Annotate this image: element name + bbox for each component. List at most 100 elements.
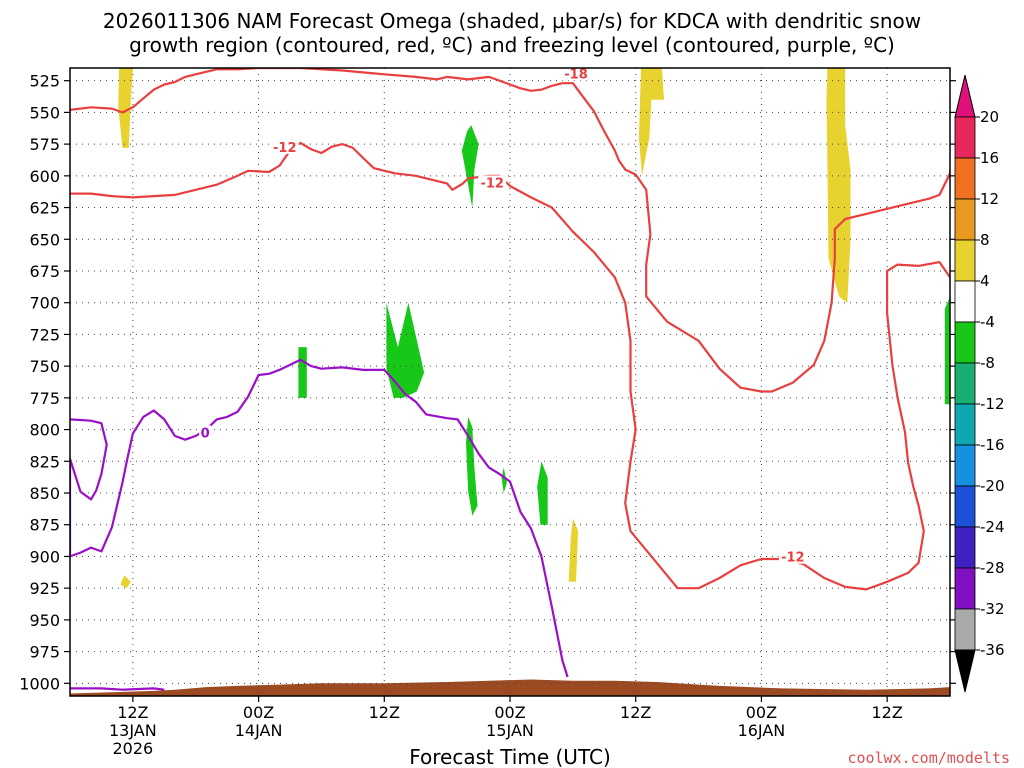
omega-region-7 [386, 302, 425, 398]
y-tick-label: 550 [29, 103, 60, 122]
omega-region-4 [568, 518, 579, 582]
y-tick-label: 700 [29, 294, 60, 313]
colorbar-swatch [954, 526, 976, 569]
colorbar-label: -32 [980, 600, 1005, 618]
y-tick-label: 675 [29, 262, 60, 281]
y-tick-label: 950 [29, 611, 60, 630]
x-tick-label: 12Z [620, 703, 651, 722]
colorbar-swatch [954, 116, 976, 159]
grid [70, 68, 950, 696]
contour-label-4: 0 [201, 426, 210, 441]
contour-label-bg [199, 425, 212, 440]
omega-region-8 [466, 416, 478, 516]
contour-label-2: -12 [480, 176, 504, 191]
omega-region-6 [298, 347, 307, 398]
contour-label-bg [478, 175, 507, 190]
colorbar-label: -20 [980, 477, 1005, 495]
contour-line-3 [70, 687, 165, 691]
y-axis: 525 550 575 600 625 650 675 700 725 750 775 800 825 8… [19, 72, 956, 693]
omega-region-5 [461, 125, 479, 208]
colorbar-label: -4 [980, 313, 995, 331]
y-tick-label: 850 [29, 484, 60, 503]
colorbar-swatch [954, 157, 976, 200]
y-tick-label: 900 [29, 547, 60, 566]
terrain-fill [70, 679, 950, 696]
colorbar-label: -24 [980, 518, 1005, 536]
x-tick-label: 00Z [494, 703, 525, 722]
contour-line-2 [70, 358, 569, 678]
colorbar-swatch [954, 403, 976, 446]
contour-label-bg [270, 139, 299, 154]
contours [70, 68, 950, 691]
colorbar-label: -28 [980, 559, 1005, 577]
watermark: coolwx.com/modelts [847, 749, 1010, 767]
y-tick-label: 525 [29, 72, 60, 91]
colorbar-swatch [954, 239, 976, 282]
contour-label-0: -18 [564, 67, 588, 82]
y-tick-label: 625 [29, 199, 60, 218]
chart-title-line-2: growth region (contoured, red, ºC) and f… [129, 33, 895, 57]
contour-labels: -18 -12 -12 -12 0 [199, 66, 807, 566]
colorbar-label: -16 [980, 436, 1005, 454]
omega-region-11 [944, 296, 950, 405]
x-tick-label: 00Z [243, 703, 274, 722]
y-tick-label: 600 [29, 167, 60, 186]
colorbar-swatch [954, 444, 976, 487]
colorbar-swatch [954, 362, 976, 405]
y-tick-label: 875 [29, 516, 60, 535]
y-tick-label: 725 [29, 325, 60, 344]
contour-label-1: -12 [273, 141, 297, 156]
contour-label-bg [778, 549, 807, 564]
terrain [70, 679, 950, 696]
x-tick-label: 12Z [871, 703, 902, 722]
colorbar-swatch [954, 608, 976, 651]
omega-region-9 [501, 467, 507, 493]
plot-frame [69, 67, 951, 697]
colorbar: 20 16 12 8 4 -4 -8 -12 -16 -20 -24 -28 -32 -36 [954, 74, 1005, 693]
y-tick-label: 775 [29, 389, 60, 408]
colorbar-swatch [954, 321, 976, 364]
y-tick-label: 575 [29, 135, 60, 154]
colorbar-top-cap [954, 74, 976, 118]
colorbar-label: 12 [980, 190, 999, 208]
x-tick-label: 16JAN [738, 721, 786, 740]
x-tick-label: 12Z [117, 703, 148, 722]
x-tick-label: 12Z [369, 703, 400, 722]
colorbar-swatch [954, 567, 976, 610]
y-tick-label: 800 [29, 421, 60, 440]
x-tick-label: 15JAN [486, 721, 534, 740]
colorbar-label: -36 [980, 641, 1005, 659]
x-tick-label: 13JAN [109, 721, 157, 740]
colorbar-bottom-cap [954, 649, 976, 693]
omega-region-1 [120, 575, 131, 589]
contour-label-3: -12 [781, 551, 805, 566]
y-tick-label: 825 [29, 452, 60, 471]
omega-region-2 [638, 68, 664, 176]
omega-region-3 [826, 68, 851, 303]
colorbar-label: -8 [980, 354, 995, 372]
contour-label-bg [562, 66, 590, 81]
colorbar-swatch [954, 198, 976, 241]
colorbar-swatch [954, 485, 976, 528]
chart-title-line-1: 2026011306 NAM Forecast Omega (shaded, µ… [103, 9, 921, 33]
omega-region-10 [537, 461, 548, 525]
y-tick-label: 925 [29, 579, 60, 598]
x-tick-label: 00Z [746, 703, 777, 722]
colorbar-label: 20 [980, 108, 999, 126]
x-tick-label: 14JAN [235, 721, 283, 740]
contour-line-0 [70, 68, 950, 393]
colorbar-label: -12 [980, 395, 1005, 413]
colorbar-label: 8 [980, 231, 990, 249]
contour-line-1 [70, 141, 950, 591]
colorbar-label: 4 [980, 272, 990, 290]
omega-region-0 [118, 68, 133, 148]
y-tick-label: 975 [29, 643, 60, 662]
y-tick-label: 750 [29, 357, 60, 376]
x-tick-label: 2026 [112, 739, 153, 758]
colorbar-label: 16 [980, 149, 999, 167]
y-tick-label: 1000 [19, 674, 60, 693]
omega-shading [118, 68, 950, 589]
y-tick-label: 650 [29, 230, 60, 249]
x-axis-label: Forecast Time (UTC) [409, 745, 611, 768]
